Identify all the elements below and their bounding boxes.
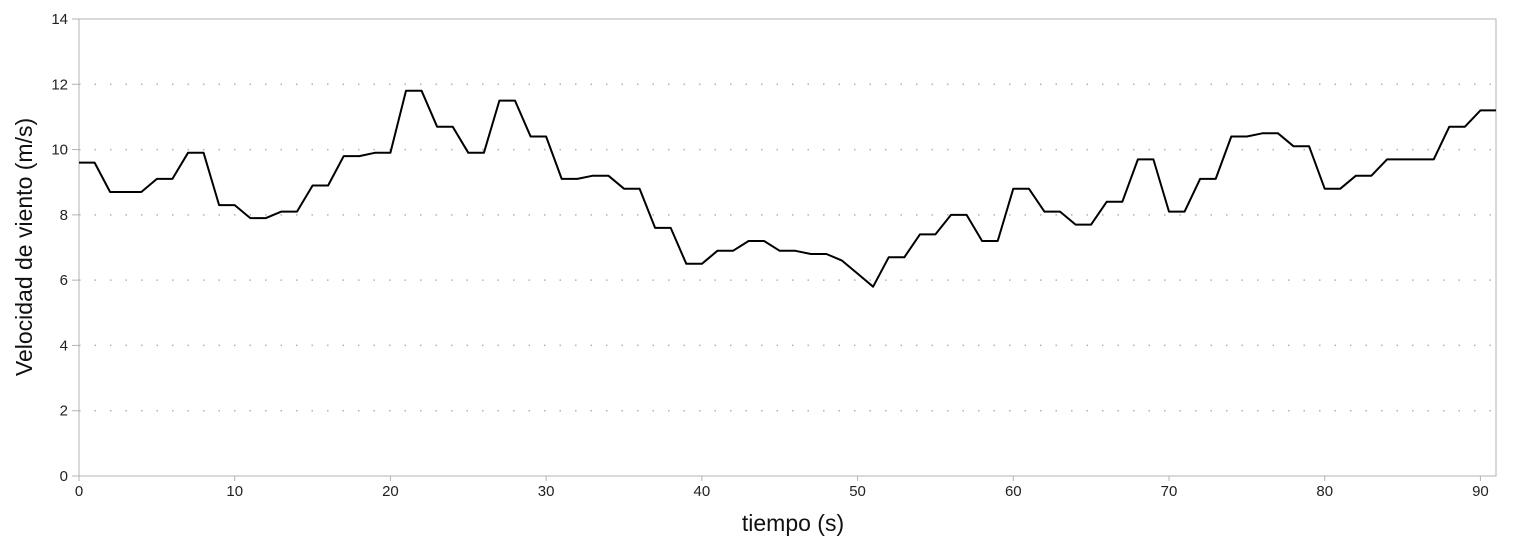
x-tick-label: 80 (1316, 483, 1333, 500)
y-axis-label: Velocidad de viento (m/s) (11, 118, 37, 376)
x-tick-label: 10 (226, 483, 243, 500)
x-tick-label: 50 (849, 483, 866, 500)
y-tick-label: 6 (60, 272, 68, 289)
series-line (79, 89, 1496, 288)
x-axis-ticks: 0 10 20 30 40 50 60 70 80 90 (75, 476, 1489, 500)
x-tick-label: 90 (1472, 483, 1489, 500)
gridlines (79, 83, 1496, 412)
y-tick-label: 10 (51, 142, 68, 159)
x-tick-label: 20 (382, 483, 399, 500)
y-tick-label: 12 (51, 76, 68, 93)
y-tick-label: 8 (60, 207, 68, 224)
x-tick-label: 70 (1161, 483, 1178, 500)
x-tick-label: 60 (1005, 483, 1022, 500)
plot-area-frame (78, 18, 1497, 477)
x-tick-label: 0 (75, 483, 83, 500)
y-tick-label: 0 (60, 468, 68, 485)
x-tick-label: 40 (694, 483, 711, 500)
x-axis-label: tiempo (s) (742, 510, 844, 536)
x-tick-label: 30 (538, 483, 555, 500)
y-tick-label: 4 (60, 337, 68, 354)
y-tick-label: 14 (51, 11, 68, 28)
y-tick-label: 2 (60, 403, 68, 420)
y-axis-ticks: 0 2 4 6 8 10 12 14 (51, 11, 79, 485)
